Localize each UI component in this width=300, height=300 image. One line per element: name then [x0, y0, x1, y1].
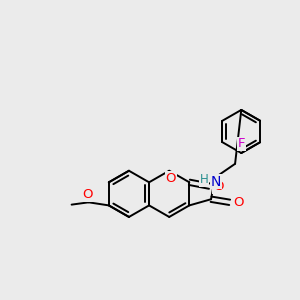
Text: F: F: [238, 137, 245, 150]
Text: H: H: [200, 173, 208, 187]
Text: O: O: [233, 196, 243, 209]
Text: O: O: [213, 180, 223, 194]
Text: N: N: [211, 175, 221, 188]
Text: O: O: [166, 172, 176, 185]
Text: O: O: [82, 188, 93, 201]
